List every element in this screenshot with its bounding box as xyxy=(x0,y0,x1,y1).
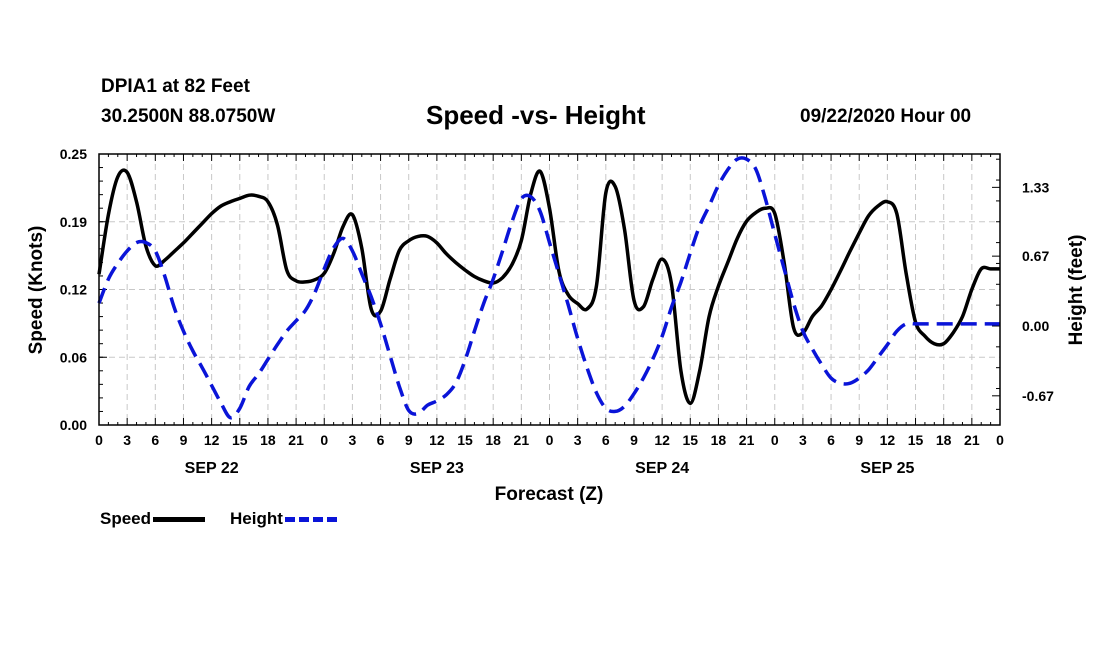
x-tick-label: 15 xyxy=(232,432,248,448)
x-tick-label: 12 xyxy=(204,432,220,448)
y-tick-label: 0.25 xyxy=(60,146,87,162)
x-tick-label: 12 xyxy=(654,432,670,448)
y2-tick-label: -0.67 xyxy=(1022,388,1054,404)
x-tick-label: 0 xyxy=(996,432,1004,448)
x-tick-label: 0 xyxy=(771,432,779,448)
x-tick-label: 6 xyxy=(151,432,159,448)
x-tick-label: 9 xyxy=(405,432,413,448)
x-tick-label: 9 xyxy=(855,432,863,448)
y-axis-label: Speed (Knots) xyxy=(26,226,47,355)
x-tick-label: 6 xyxy=(602,432,610,448)
x-tick-label: 21 xyxy=(739,432,755,448)
day-label: SEP 25 xyxy=(860,460,914,477)
legend-speed-swatch xyxy=(153,517,206,523)
coordinates-label: 30.2500N 88.0750W xyxy=(101,106,276,127)
x-tick-label: 15 xyxy=(908,432,924,448)
x-tick-label: 3 xyxy=(123,432,131,448)
x-tick-label: 18 xyxy=(260,432,276,448)
grid xyxy=(99,154,1000,425)
x-tick-label: 9 xyxy=(180,432,188,448)
y-tick-label: 0.00 xyxy=(60,417,87,433)
y-tick-label: 0.06 xyxy=(60,349,87,365)
x-tick-label: 18 xyxy=(711,432,727,448)
series-height-line xyxy=(97,156,1000,420)
legend-height: Height xyxy=(230,509,337,529)
station-label: DPIA1 at 82 Feet xyxy=(101,76,250,97)
x-tick-label: 21 xyxy=(288,432,304,448)
legend-height-label: Height xyxy=(230,509,283,528)
x-tick-label: 15 xyxy=(457,432,473,448)
day-label: SEP 23 xyxy=(410,460,464,477)
legend-speed-label: Speed xyxy=(100,509,152,528)
x-tick-label: 0 xyxy=(320,432,328,448)
x-tick-label: 9 xyxy=(630,432,638,448)
x-tick-label: 3 xyxy=(349,432,357,448)
series xyxy=(97,156,1000,420)
series-speed-line xyxy=(97,168,1000,406)
chart-title: Speed -vs- Height xyxy=(426,100,646,130)
x-tick-label: 12 xyxy=(880,432,896,448)
x-tick-label: 0 xyxy=(546,432,554,448)
y2-axis-label: Height (feet) xyxy=(1066,235,1087,346)
y-tick-label: 0.19 xyxy=(60,214,87,230)
day-label: SEP 24 xyxy=(635,460,689,477)
x-tick-label: 3 xyxy=(574,432,582,448)
day-label: SEP 22 xyxy=(185,460,239,477)
forecast-timestamp: 09/22/2020 Hour 00 xyxy=(800,106,972,127)
x-tick-label: 0 xyxy=(95,432,103,448)
x-tick-label: 21 xyxy=(514,432,530,448)
y2-tick-label: 1.33 xyxy=(1022,179,1049,195)
plot-frame xyxy=(98,153,1001,426)
x-tick-label: 6 xyxy=(377,432,385,448)
x-tick-label: 18 xyxy=(485,432,501,448)
tick-labels: 0 3 6 9 12 15 18 21 0 3 6 9 12 15 18 21 0 3 6 9 12 15 18 21 0 3 6 9… xyxy=(60,146,1054,477)
y2-tick-label: 0.00 xyxy=(1022,318,1049,334)
x-tick-label: 3 xyxy=(799,432,807,448)
x-tick-label: 21 xyxy=(964,432,980,448)
x-tick-label: 6 xyxy=(827,432,835,448)
y-tick-label: 0.12 xyxy=(60,282,87,298)
x-tick-label: 15 xyxy=(682,432,698,448)
legend-speed: Speed xyxy=(100,509,206,529)
x-tick-label: 18 xyxy=(936,432,952,448)
x-tick-label: 12 xyxy=(429,432,445,448)
x-axis-label: Forecast (Z) xyxy=(495,484,604,505)
legend-height-swatch xyxy=(284,517,337,523)
y2-tick-label: 0.67 xyxy=(1022,248,1049,264)
